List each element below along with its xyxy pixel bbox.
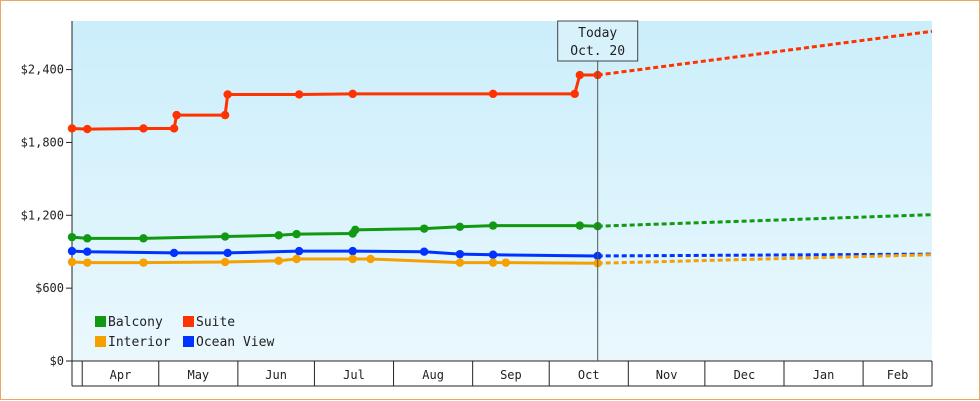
data-point[interactable] <box>274 256 283 266</box>
data-point[interactable] <box>169 124 179 133</box>
legend-label: Interior <box>108 335 171 350</box>
series-balcony <box>67 213 933 243</box>
data-point[interactable] <box>220 232 230 241</box>
series-interior <box>67 253 933 268</box>
y-tick-label: $2,400 <box>21 63 64 77</box>
legend-label: Balcony <box>108 315 163 330</box>
month-label: Nov <box>656 368 678 382</box>
data-point[interactable] <box>419 247 429 256</box>
series-lines <box>67 29 933 268</box>
today-marker: Today Oct. 20 <box>557 20 639 361</box>
data-point[interactable] <box>575 221 585 230</box>
data-point[interactable] <box>570 89 579 99</box>
data-point[interactable] <box>172 110 181 120</box>
month-label: Dec <box>734 368 756 382</box>
data-point[interactable] <box>488 89 498 99</box>
month-label: Aug <box>422 368 444 382</box>
data-point[interactable] <box>501 258 511 267</box>
data-point[interactable] <box>294 90 304 99</box>
month-label: Feb <box>887 368 909 382</box>
legend: Balcony Suite Interior Ocean View <box>95 315 274 350</box>
month-label: Jul <box>343 368 365 382</box>
series-line <box>71 249 598 258</box>
data-point[interactable] <box>488 258 498 267</box>
data-point[interactable] <box>83 247 92 256</box>
data-point[interactable] <box>83 234 92 243</box>
plot-area <box>72 21 932 361</box>
data-point[interactable] <box>223 248 232 258</box>
data-point[interactable] <box>488 250 498 259</box>
legend-label: Suite <box>196 315 235 330</box>
data-point[interactable] <box>139 234 148 243</box>
y-tick-label: $1,200 <box>21 208 64 222</box>
series-suite <box>67 29 933 134</box>
data-point[interactable] <box>83 258 92 267</box>
data-point[interactable] <box>348 254 357 264</box>
data-point[interactable] <box>139 258 148 267</box>
data-point[interactable] <box>488 221 498 230</box>
data-point[interactable] <box>455 222 465 232</box>
y-tick-label: $600 <box>35 281 64 295</box>
data-point[interactable] <box>351 225 360 235</box>
today-box <box>557 20 639 62</box>
data-point[interactable] <box>292 229 301 239</box>
month-label: Sep <box>500 368 522 382</box>
data-point[interactable] <box>223 90 232 99</box>
legend-swatch <box>95 316 106 327</box>
data-point[interactable] <box>294 246 304 256</box>
legend-swatch <box>183 316 194 327</box>
data-point[interactable] <box>575 70 585 80</box>
data-point[interactable] <box>455 258 465 267</box>
legend-swatch <box>95 336 106 347</box>
month-label: Jan <box>813 368 835 382</box>
data-point[interactable] <box>67 232 77 242</box>
data-point[interactable] <box>67 124 77 133</box>
data-point[interactable] <box>366 254 375 264</box>
data-point[interactable] <box>139 124 148 133</box>
data-point[interactable] <box>274 231 283 240</box>
legend-swatch <box>183 336 194 347</box>
today-label: Today <box>578 26 617 41</box>
data-point[interactable] <box>292 254 301 264</box>
data-point[interactable] <box>169 248 179 258</box>
month-label: Oct <box>578 368 600 382</box>
projection-line <box>597 29 933 77</box>
series-ocean-view <box>67 246 933 261</box>
y-tick-label: $1,800 <box>21 135 64 149</box>
data-point[interactable] <box>348 89 357 99</box>
data-point[interactable] <box>220 257 230 267</box>
month-label: May <box>187 368 209 382</box>
data-point[interactable] <box>419 224 429 233</box>
legend-label: Ocean View <box>196 335 274 350</box>
data-point[interactable] <box>455 249 465 259</box>
today-date: Oct. 20 <box>570 44 625 59</box>
axes: $0 $600 $1,200 $1,800 $2,400 Apr May Jun Jul Aug S… <box>21 21 933 387</box>
data-point[interactable] <box>67 257 77 267</box>
month-label: Jun <box>265 368 287 382</box>
data-point[interactable] <box>83 124 92 134</box>
data-point[interactable] <box>220 110 230 120</box>
y-tick-label: $0 <box>50 354 64 368</box>
data-point[interactable] <box>67 246 77 256</box>
month-label: Apr <box>110 368 132 382</box>
data-point[interactable] <box>348 246 357 256</box>
